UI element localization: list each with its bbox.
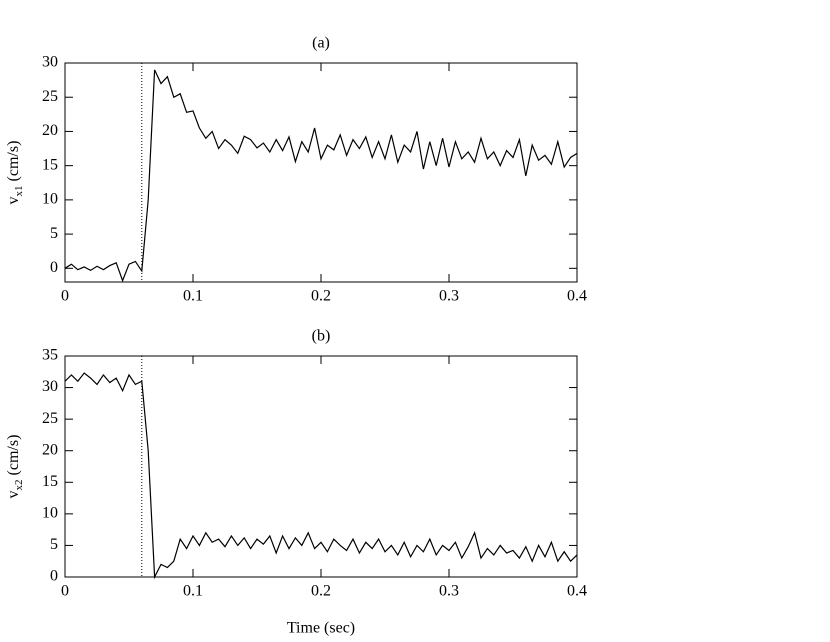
y-label-sub: x2 — [13, 479, 25, 490]
y-tick-label: 25 — [42, 410, 58, 427]
x-tick-label: 0.4 — [567, 583, 587, 600]
y-label-unit: (cm/s) — [5, 141, 22, 182]
y-tick-label: 15 — [42, 156, 58, 173]
x-tick-label: 0.3 — [439, 583, 459, 600]
x-tick-label: 0.2 — [311, 288, 331, 305]
y-tick-label: 20 — [42, 122, 58, 139]
x-tick-label: 0.4 — [567, 288, 587, 305]
x-tick-label: 0.1 — [183, 583, 203, 600]
y-tick-label: 15 — [42, 473, 58, 490]
y-tick-label: 10 — [42, 191, 58, 208]
y-label-unit: (cm/s) — [5, 435, 22, 476]
y-label-base: v — [5, 196, 22, 204]
y-tick-label: 30 — [42, 54, 58, 71]
y-tick-label: 20 — [42, 441, 58, 458]
x-tick-label: 0.3 — [439, 288, 459, 305]
y-tick-label: 30 — [42, 378, 58, 395]
y-tick-label: 5 — [50, 536, 58, 553]
y-tick-label: 10 — [42, 505, 58, 522]
panel-title: (b) — [312, 328, 331, 345]
y-tick-label: 0 — [50, 259, 58, 276]
panel-title: (a) — [312, 35, 330, 52]
y-axis-label: vx1 (cm/s) — [5, 141, 25, 205]
x-tick-label: 0.2 — [311, 583, 331, 600]
y-tick-label: 5 — [50, 225, 58, 242]
data-line — [64, 69, 578, 283]
x-axis-label: Time (sec) — [287, 620, 355, 637]
x-tick-label: 0.1 — [183, 288, 203, 305]
y-label-sub: x1 — [13, 185, 25, 196]
y-axis-label: vx2 (cm/s) — [5, 435, 25, 499]
y-tick-label: 0 — [50, 568, 58, 585]
y-tick-label: 25 — [42, 88, 58, 105]
data-line — [64, 372, 578, 580]
y-tick-label: 35 — [42, 347, 58, 364]
x-tick-label: 0 — [61, 288, 69, 305]
y-label-base: v — [5, 490, 22, 498]
x-tick-label: 0 — [61, 583, 69, 600]
